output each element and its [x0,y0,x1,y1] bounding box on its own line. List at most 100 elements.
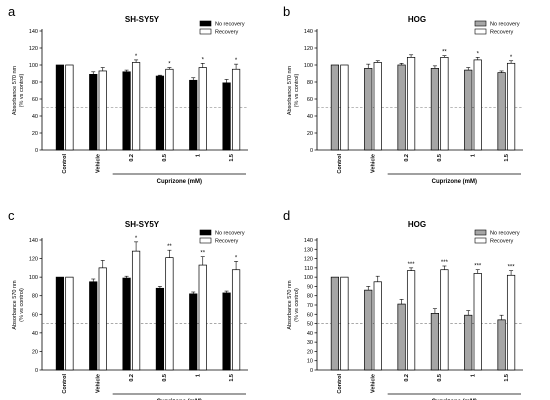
significance-marker: * [202,57,205,63]
x-tick-label: Control [337,374,343,394]
x-tick-label: 1 [470,374,476,377]
significance-marker: * [510,55,513,61]
bar-recovery [340,276,349,371]
y-tick-label: 120 [29,257,38,263]
y-tick-label: 60 [32,97,38,103]
significance-marker: * [135,54,138,60]
bar-recovery [406,56,416,151]
bar-no-recovery [89,73,98,151]
chart-panel-d: d HOG 0 10 20 30 40 50 60 70 80 90 100 110 120 130 140 Ab… [283,208,523,400]
legend-entry: Recovery [490,239,513,245]
x-tick-label: Control [62,154,68,174]
y-tick-label: 140 [304,238,313,244]
panel-letter: a [8,4,16,19]
significance-marker: ** [200,251,205,257]
y-tick-label: 140 [29,238,38,244]
bar-recovery [131,62,141,151]
y-tick-label: 100 [304,275,313,281]
bar-recovery [473,59,482,151]
legend-swatch [199,229,212,236]
x-tick-label: 0.2 [129,154,135,162]
bar-recovery [506,62,516,151]
y-axis-label: Absorbance 570 nm [287,280,293,330]
x-tick-label: Control [62,374,68,394]
significance-marker: *** [408,262,416,268]
x-tick-label: 0.2 [404,154,410,162]
bar-recovery [373,281,382,371]
y-tick-label: 80 [32,80,38,86]
chart-title: SH-SY5Y [125,220,160,229]
bar-no-recovery [497,72,506,151]
x-tick-label: Vehicle [370,154,376,173]
y-axis-label: Absorbance 570 nm [287,65,293,115]
bar-recovery [165,68,174,151]
x-tick-label: 1 [470,154,476,157]
y-tick-label: 20 [32,131,38,137]
y-tick-label: 100 [304,63,313,69]
legend-entry: No recovery [215,231,245,237]
x-tick-label: 1.5 [229,154,235,162]
chart-title: SH-SY5Y [125,15,160,24]
chart-panel-a: a SH-SY5Y 0 20 40 60 80 100 120 140 Absorbance 570… [8,4,248,185]
y-tick-label: 120 [304,257,313,263]
bar-recovery [98,70,107,151]
y-tick-label: 50 [307,322,313,328]
significance-marker: * [135,236,138,242]
legend-swatch [474,229,487,236]
legend-entry: Recovery [215,239,238,245]
bar-no-recovery [397,64,406,151]
bar-no-recovery [155,287,165,371]
y-tick-label: 100 [29,275,38,281]
y-axis-label: (% vs control) [19,74,25,108]
legend-entry: No recovery [490,22,520,28]
bar-no-recovery [89,281,98,371]
y-tick-label: 80 [307,294,313,300]
bar-no-recovery [55,64,65,151]
bar-recovery [406,270,416,371]
x-tick-label: 0.5 [162,154,168,162]
bar-no-recovery [430,68,440,151]
x-tick-label: Control [337,154,343,174]
bar-no-recovery [55,276,65,371]
significance-marker: *** [474,264,482,270]
bar-recovery [198,67,207,151]
bar-no-recovery [397,303,406,371]
bar-recovery [131,250,141,371]
bar-no-recovery [222,82,231,151]
y-tick-label: 40 [307,331,313,337]
x-tick-label: 1.5 [504,154,510,162]
y-tick-label: 120 [304,46,313,52]
chart-panel-b: b HOG 0 20 40 60 80 100 120 140 Absorbance 570 nm(… [283,4,523,185]
bar-recovery [65,276,74,371]
y-tick-label: 140 [29,29,38,35]
y-tick-label: 120 [29,46,38,52]
bar-recovery [440,56,449,151]
y-tick-label: 60 [307,97,313,103]
y-tick-label: 70 [307,303,313,309]
bar-recovery [373,62,382,151]
x-tick-label: 1.5 [504,374,510,382]
y-tick-label: 130 [304,247,313,253]
significance-marker: * [477,51,480,57]
chart-panel-c: c SH-SY5Y 0 20 40 60 80 100 120 140 Absorbance 570… [8,208,248,400]
bar-no-recovery [122,71,131,151]
x-tick-label: Vehicle [95,374,101,393]
bar-recovery [506,274,516,371]
legend-swatch [199,20,212,27]
bar-no-recovery [189,79,198,151]
legend-entry: No recovery [490,231,520,237]
y-tick-label: 110 [304,266,313,272]
bar-recovery [340,64,349,151]
y-tick-label: 20 [307,349,313,355]
significance-marker: ** [442,50,447,56]
significance-marker: ** [167,244,172,250]
y-axis-label: Absorbance 570 nm [12,280,18,330]
y-tick-label: 80 [32,294,38,300]
bar-recovery [98,267,107,371]
y-tick-label: 140 [304,29,313,35]
significance-marker: * [235,58,238,64]
y-tick-label: 60 [307,312,313,318]
bar-recovery [231,269,241,371]
significance-marker: * [235,255,238,261]
